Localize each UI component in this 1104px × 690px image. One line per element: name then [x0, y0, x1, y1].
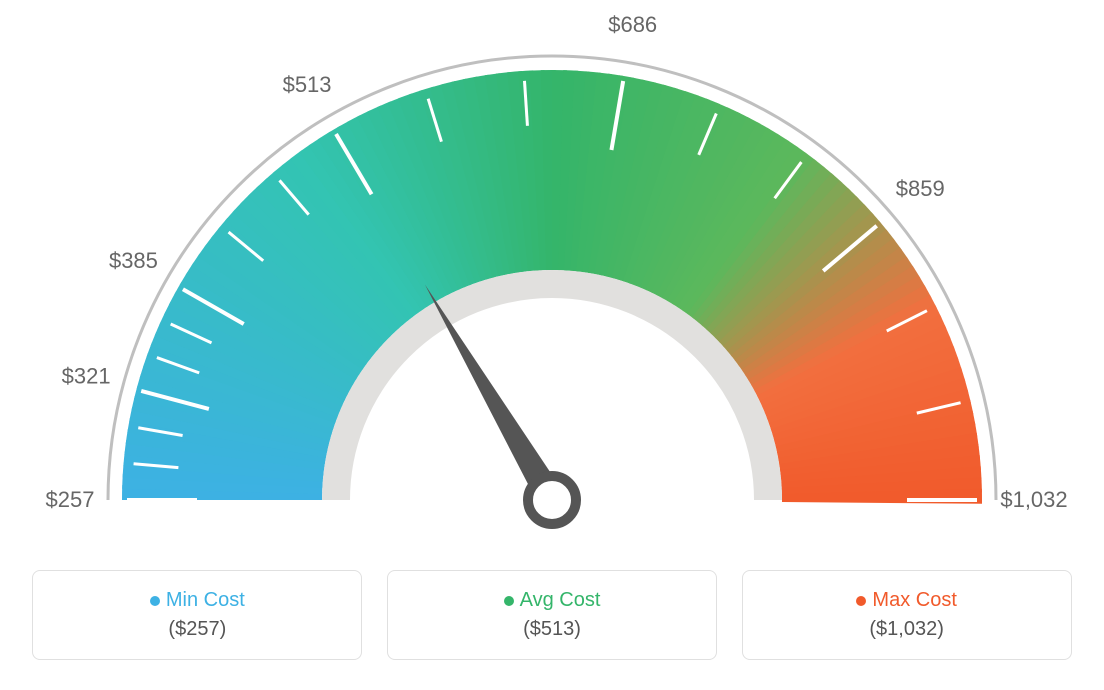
cost-gauge-chart: $257 $321 $385 $513 $686 $859 $1,032 Min Cost …	[0, 0, 1104, 690]
legend-text-min: Min Cost	[166, 589, 245, 611]
legend-row: Min Cost ($257) Avg Cost ($513) Max Cost…	[0, 570, 1104, 660]
legend-text-avg: Avg Cost	[520, 589, 601, 611]
legend-dot-min	[150, 596, 160, 606]
svg-text:$257: $257	[46, 487, 95, 512]
svg-text:$686: $686	[608, 12, 657, 37]
legend-dot-avg	[504, 596, 514, 606]
legend-box-min: Min Cost ($257)	[32, 570, 362, 660]
svg-text:$1,032: $1,032	[1000, 487, 1067, 512]
svg-text:$513: $513	[283, 72, 332, 97]
gauge-svg: $257 $321 $385 $513 $686 $859 $1,032	[0, 0, 1104, 560]
legend-dot-max	[856, 596, 866, 606]
legend-label-max: Max Cost	[753, 589, 1061, 612]
legend-box-avg: Avg Cost ($513)	[387, 570, 717, 660]
legend-text-max: Max Cost	[872, 589, 956, 611]
svg-text:$859: $859	[896, 176, 945, 201]
legend-value-max: ($1,032)	[753, 618, 1061, 641]
legend-label-min: Min Cost	[43, 589, 351, 612]
legend-label-avg: Avg Cost	[398, 589, 706, 612]
gauge-area: $257 $321 $385 $513 $686 $859 $1,032	[0, 0, 1104, 560]
svg-text:$321: $321	[62, 363, 111, 388]
legend-box-max: Max Cost ($1,032)	[742, 570, 1072, 660]
svg-text:$385: $385	[109, 248, 158, 273]
legend-value-min: ($257)	[43, 618, 351, 641]
legend-value-avg: ($513)	[398, 618, 706, 641]
